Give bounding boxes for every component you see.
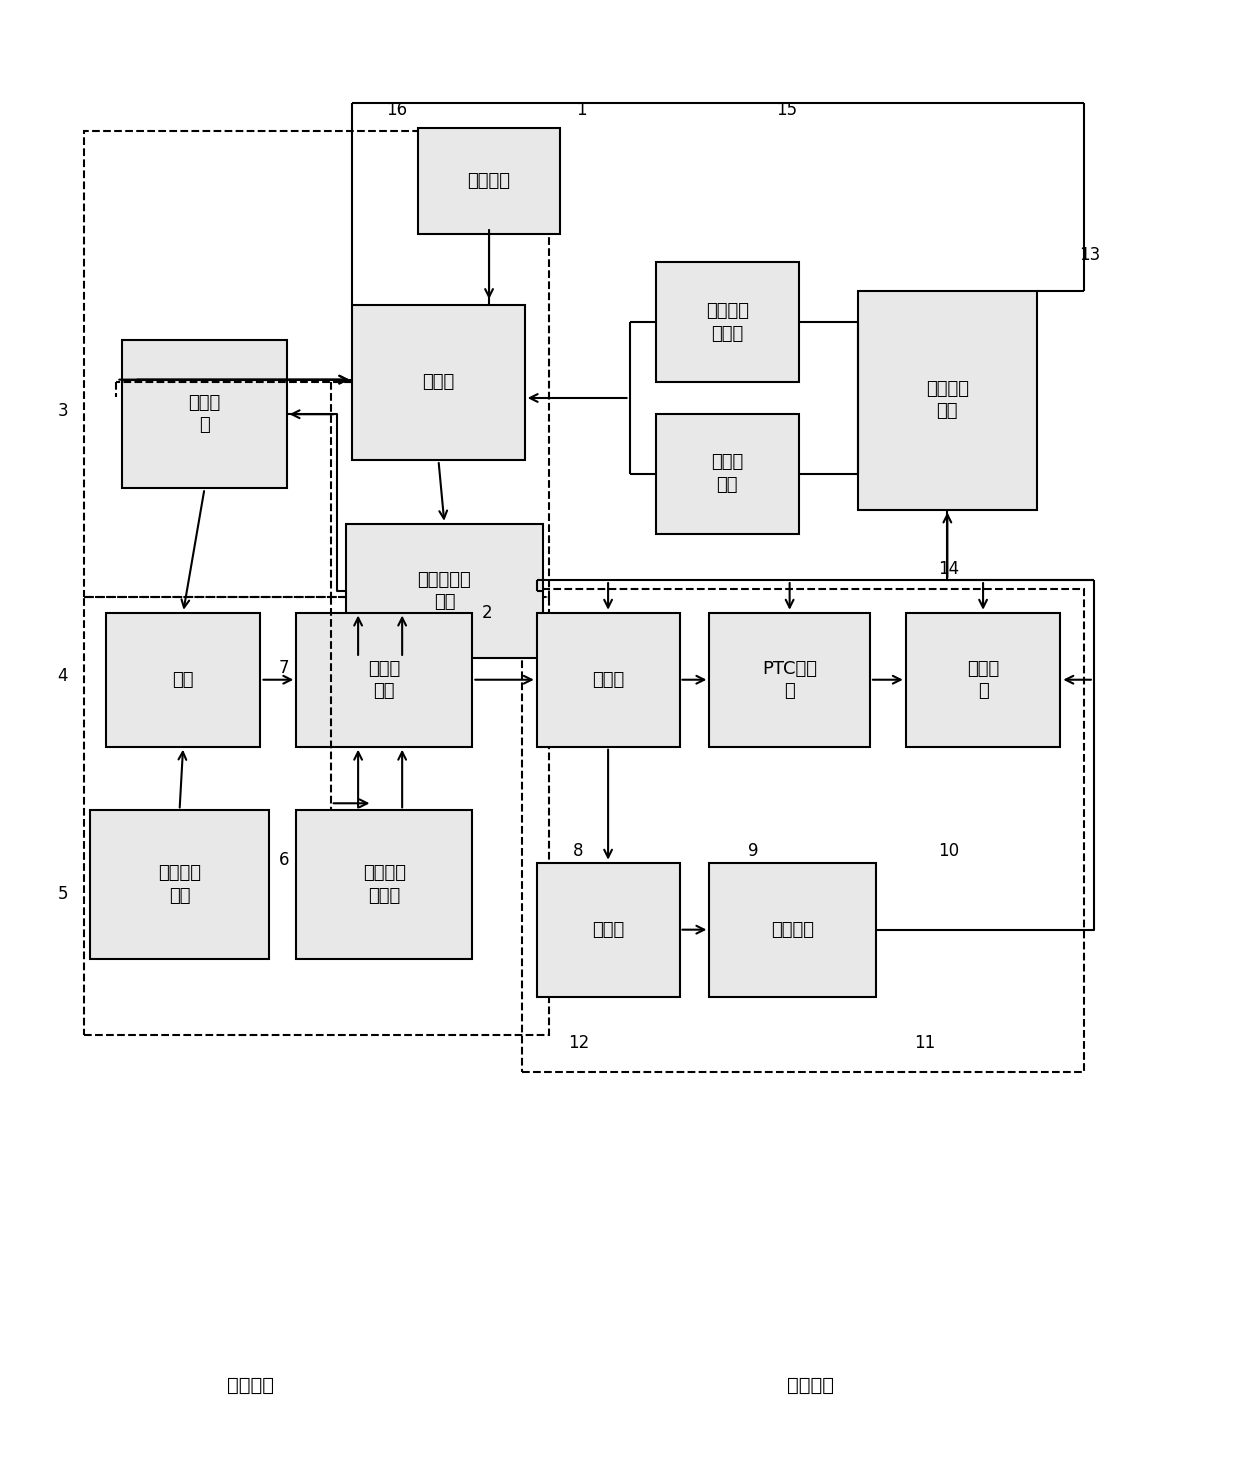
- Text: 5: 5: [57, 884, 68, 903]
- Text: 12: 12: [568, 1034, 589, 1052]
- FancyBboxPatch shape: [656, 262, 799, 382]
- Text: 13: 13: [1080, 246, 1101, 265]
- Text: 14: 14: [937, 560, 959, 578]
- FancyBboxPatch shape: [346, 524, 543, 658]
- Text: 电压传
感器: 电压传 感器: [711, 453, 743, 494]
- Text: 7: 7: [279, 659, 290, 677]
- Text: 10: 10: [937, 843, 959, 861]
- Text: 8: 8: [573, 843, 584, 861]
- Text: 换热器: 换热器: [591, 921, 624, 938]
- FancyBboxPatch shape: [709, 862, 875, 997]
- Text: 动力电
池包: 动力电 池包: [368, 659, 401, 700]
- FancyBboxPatch shape: [418, 128, 560, 234]
- FancyBboxPatch shape: [905, 612, 1060, 747]
- Text: 温度继电器
模块: 温度继电器 模块: [418, 571, 471, 610]
- FancyBboxPatch shape: [91, 811, 269, 959]
- FancyBboxPatch shape: [123, 340, 286, 488]
- Text: 第一温度
传感器: 第一温度 传感器: [363, 865, 405, 905]
- Text: 2: 2: [481, 603, 492, 622]
- FancyBboxPatch shape: [537, 612, 680, 747]
- FancyBboxPatch shape: [296, 612, 472, 747]
- Text: 16: 16: [386, 101, 407, 119]
- Text: 控制器: 控制器: [423, 374, 455, 391]
- Text: 风机: 风机: [172, 671, 193, 688]
- FancyBboxPatch shape: [105, 612, 260, 747]
- Text: 膨胀水箱: 膨胀水箱: [771, 921, 815, 938]
- Text: 存储模块: 存储模块: [467, 172, 511, 190]
- FancyBboxPatch shape: [709, 612, 870, 747]
- Text: 水冷系统: 水冷系统: [787, 1375, 835, 1395]
- Text: 电子水
泵: 电子水 泵: [967, 659, 999, 700]
- Text: 4: 4: [57, 668, 68, 685]
- Text: 1: 1: [577, 101, 588, 119]
- FancyBboxPatch shape: [296, 811, 472, 959]
- Text: 车载空调
系统: 车载空调 系统: [157, 865, 201, 905]
- Text: 风冷系统: 风冷系统: [227, 1375, 274, 1395]
- Text: 水冷板: 水冷板: [591, 671, 624, 688]
- FancyBboxPatch shape: [656, 413, 799, 534]
- FancyBboxPatch shape: [352, 304, 525, 460]
- FancyBboxPatch shape: [858, 291, 1037, 509]
- Text: 6: 6: [279, 850, 290, 869]
- Text: 进气格
栅: 进气格 栅: [188, 394, 221, 434]
- Text: 3: 3: [57, 402, 68, 419]
- Text: 11: 11: [914, 1034, 935, 1052]
- Text: 温差电池
模块: 温差电池 模块: [926, 380, 968, 421]
- FancyBboxPatch shape: [537, 862, 680, 997]
- Text: 15: 15: [776, 101, 797, 119]
- Text: 第二温度
传感器: 第二温度 传感器: [706, 303, 749, 343]
- Text: PTC加热
器: PTC加热 器: [763, 659, 817, 700]
- Text: 9: 9: [748, 843, 759, 861]
